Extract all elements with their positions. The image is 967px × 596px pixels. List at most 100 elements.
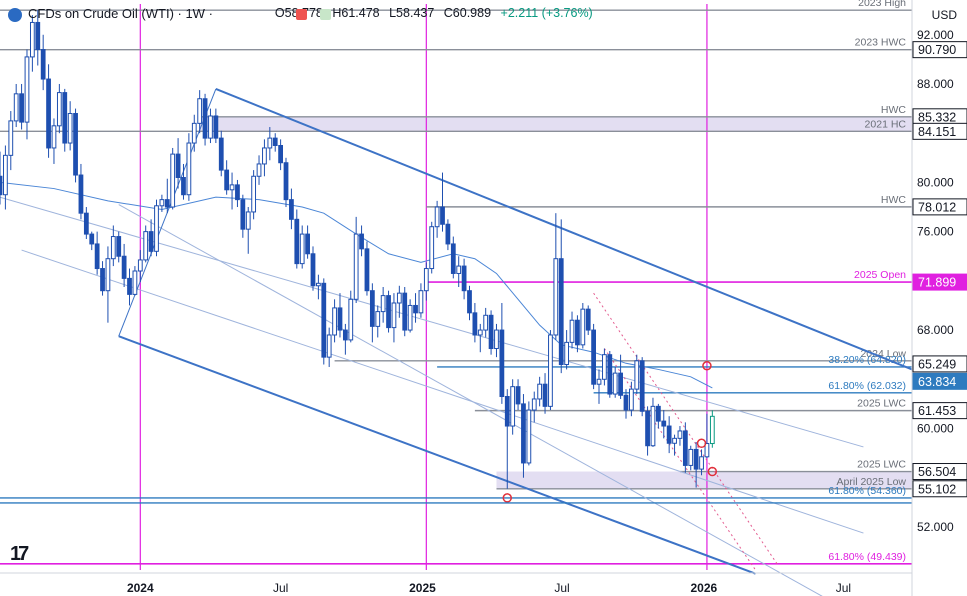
candle-body-59 — [316, 282, 321, 287]
price-tag-bg-0 — [912, 41, 967, 59]
candle-body-83 — [445, 223, 451, 245]
candle-body-13 — [67, 113, 73, 144]
candle-body-47 — [251, 175, 257, 213]
trend-line-1 — [21, 249, 864, 534]
candle-body-14 — [73, 113, 78, 176]
candle-body-35 — [186, 142, 192, 196]
candle-body-64 — [342, 329, 348, 341]
y-tick-label-2: 68.000 — [917, 323, 954, 337]
candle-body-126 — [677, 430, 683, 439]
candle-body-33 — [175, 153, 181, 178]
candle-body-121 — [650, 405, 656, 447]
candle-body-90 — [483, 314, 489, 331]
candle-body-102 — [548, 334, 553, 407]
candle-body-95 — [510, 386, 516, 427]
candle-body-125 — [672, 437, 677, 444]
candle-body-129 — [693, 448, 699, 470]
candle-body-67 — [359, 233, 364, 250]
candle-body-113 — [607, 354, 613, 395]
price-tag-bg-4 — [912, 273, 967, 291]
candle-body-69 — [369, 290, 375, 327]
candle-body-77 — [413, 304, 418, 314]
candle-body-66 — [353, 233, 359, 300]
pivot-marker-2 — [696, 438, 707, 449]
candle-body-98 — [526, 409, 532, 464]
level-label-11: April 2025 Low — [837, 476, 907, 488]
candle-body-101 — [542, 383, 548, 407]
price-tag-4: 71.899 — [918, 276, 956, 290]
y-tick-label-5: 88.000 — [917, 77, 954, 91]
candle-body-30 — [159, 199, 165, 207]
candle-body-31 — [164, 199, 170, 208]
candle-body-36 — [191, 122, 197, 144]
candle-body-107 — [575, 319, 580, 346]
pivot-marker-3 — [707, 466, 718, 477]
level-label-12: 61.80% (54.360) — [828, 485, 906, 497]
candle-body-56 — [299, 233, 305, 265]
candle-body-114 — [612, 372, 618, 395]
candle-body-76 — [407, 304, 413, 331]
symbol-icon[interactable] — [8, 8, 22, 22]
price-tag-1: 85.332 — [918, 110, 956, 124]
candle-body-80 — [429, 226, 435, 270]
candle-body-17 — [89, 233, 95, 245]
candle-body-52 — [278, 145, 284, 164]
candle-body-18 — [94, 243, 100, 270]
candle-body-34 — [181, 176, 186, 196]
symbol-title[interactable]: CFDs on Crude Oil (WTI) · 1W · — [28, 5, 213, 21]
candle-body-111 — [596, 378, 602, 385]
candle-body-7 — [35, 21, 41, 51]
level-label-0: 2023 High — [858, 0, 906, 9]
close-value: C60.989 — [443, 6, 492, 20]
currency-label[interactable]: USD — [931, 8, 957, 22]
candle-body-1 — [3, 154, 8, 196]
candle-body-84 — [450, 243, 456, 274]
candle-body-130 — [699, 456, 704, 470]
x-tick-label-2: 2025 — [409, 581, 436, 595]
candle-body-87 — [467, 290, 472, 314]
change-value: +2.211 (+3.76%) — [500, 6, 593, 20]
candle-body-61 — [326, 334, 332, 358]
candle-body-75 — [402, 292, 408, 331]
candle-body-123 — [661, 420, 667, 427]
candle-body-93 — [499, 329, 505, 398]
indicator-icon[interactable] — [320, 9, 331, 20]
price-tag-bg-7 — [912, 402, 967, 420]
level-label-5: 2025 Open — [854, 269, 906, 281]
flag-icon[interactable] — [296, 9, 307, 20]
price-tag-0: 90.790 — [918, 43, 956, 57]
candle-body-70 — [375, 311, 381, 327]
candle-body-23 — [121, 255, 127, 279]
pivot-marker-1 — [702, 360, 712, 371]
candle-body-44 — [235, 184, 240, 201]
y-tick-label-4: 80.000 — [917, 175, 954, 189]
candle-body-97 — [521, 403, 526, 464]
candle-body-39 — [208, 115, 213, 139]
candle-body-78 — [418, 290, 424, 314]
candle-body-91 — [488, 314, 494, 350]
level-label-10: 2025 LWC — [857, 459, 906, 471]
tradingview-logo[interactable]: 17 — [10, 543, 29, 565]
level-label-7: 38.20% (64.820) — [828, 354, 906, 366]
candle-body-45 — [240, 199, 246, 230]
x-tick-label-1: Jul — [273, 581, 288, 595]
candle-body-79 — [423, 268, 429, 292]
price-tag-6: 63.834 — [918, 375, 956, 389]
y-tick-label-6: 92.000 — [917, 28, 954, 42]
zone-1 — [496, 471, 912, 489]
candle-body-86 — [461, 265, 467, 292]
x-tick-label-0: 2024 — [127, 581, 154, 595]
candle-body-63 — [337, 307, 343, 331]
candle-body-3 — [13, 93, 19, 122]
y-tick-label-3: 76.000 — [917, 225, 954, 239]
candle-body-20 — [105, 258, 111, 292]
candle-body-65 — [348, 298, 354, 341]
candle-body-108 — [580, 308, 586, 346]
candle-body-132 — [709, 415, 715, 445]
candle-body-115 — [618, 372, 623, 396]
price-tag-bg-6 — [912, 372, 967, 390]
candle-body-29 — [154, 205, 159, 252]
level-label-1: 2023 HWC — [855, 37, 907, 49]
level-label-13: 61.80% (49.439) — [828, 551, 906, 563]
